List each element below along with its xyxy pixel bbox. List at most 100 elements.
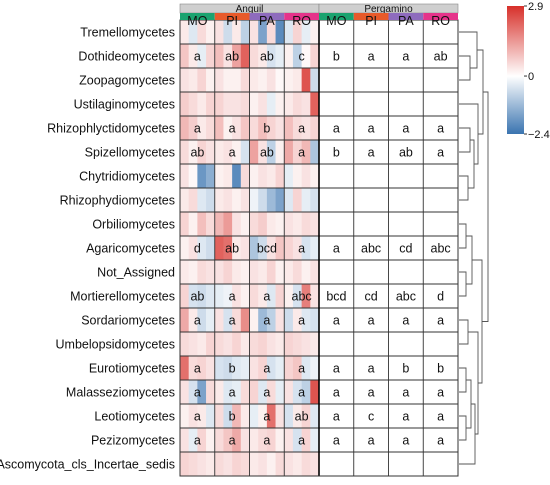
significance-letter: bcd — [257, 242, 277, 256]
heatmap-cell — [258, 404, 268, 428]
row-label: Chytridiomycetes — [79, 170, 175, 184]
site-label: Anguil — [236, 4, 264, 15]
heatmap-cell — [284, 332, 294, 356]
heatmap-cell — [197, 428, 207, 452]
heatmap-cell — [206, 260, 216, 284]
significance-letter: a — [298, 386, 305, 400]
heatmap-cell — [249, 20, 259, 44]
heatmap-cell — [180, 92, 189, 116]
heatmap-cell — [180, 308, 189, 332]
heatmap-cell — [240, 20, 250, 44]
heatmap-cell — [292, 68, 302, 92]
colorbar-tick-label: 2.9 — [528, 1, 543, 13]
heatmap-cell — [284, 20, 294, 44]
row-label: Ascomycota_cls_Incertae_sedis — [0, 458, 175, 472]
heatmap-cell — [292, 116, 302, 140]
colorbar-gradient — [507, 6, 524, 134]
heatmap-cell — [292, 428, 302, 452]
heatmap-cell — [223, 116, 233, 140]
heatmap-cell — [292, 284, 302, 308]
heatmap-cell — [232, 380, 242, 404]
heatmap-cell — [232, 92, 242, 116]
heatmap-cell — [232, 188, 242, 212]
significance-letter: b — [229, 410, 236, 424]
heatmap-cell — [249, 404, 259, 428]
significance-letter: ab — [295, 410, 309, 424]
heatmap-cell — [284, 140, 294, 164]
heatmap-cell — [214, 428, 224, 452]
heatmap-cell — [258, 308, 268, 332]
heatmap-cell — [223, 452, 233, 476]
heatmap-cell — [284, 284, 294, 308]
significance-letter: c — [298, 50, 304, 64]
heatmap-cell — [292, 140, 302, 164]
heatmap-cell — [275, 236, 285, 260]
heatmap-cell — [180, 116, 189, 140]
heatmap-cell — [301, 116, 311, 140]
heatmap-cell — [214, 92, 224, 116]
heatmap-cell — [214, 332, 224, 356]
significance-letter: a — [437, 410, 444, 424]
row-label: Not_Assigned — [97, 266, 175, 280]
heatmap-cell — [197, 236, 207, 260]
significance-letter: a — [194, 314, 201, 328]
heatmap-cell — [188, 236, 198, 260]
treatment-strip — [388, 13, 424, 20]
significance-letter: a — [368, 122, 375, 136]
treatment-strip — [284, 13, 319, 20]
heatmap-cell — [284, 380, 294, 404]
heatmap-cell — [232, 356, 242, 380]
dendrogram-branch — [459, 271, 467, 297]
heatmap-cell — [310, 380, 320, 404]
heatmap-cell — [301, 44, 311, 68]
heatmap-cell — [292, 260, 302, 284]
row-label: Agaricomycetes — [86, 242, 175, 256]
heatmap-cell — [188, 164, 198, 188]
row-label: Eurotiomycetes — [89, 362, 175, 376]
colorbar-tick-label: 0 — [528, 71, 534, 83]
heatmap-cell — [310, 236, 320, 260]
heatmap-cell — [275, 380, 285, 404]
heatmap-cell — [284, 212, 294, 236]
significance-letter: a — [263, 290, 270, 304]
significance-letter: a — [402, 50, 409, 64]
row-label: Rhizophydiomycetes — [60, 194, 175, 208]
heatmap-cell — [232, 212, 242, 236]
significance-letter: b — [437, 362, 444, 376]
heatmap-cell — [249, 164, 259, 188]
heatmap-cell — [206, 212, 216, 236]
significance-letter: a — [437, 434, 444, 448]
column-header: Anguil Pergamino MO PI PA RO MO PI PA RO — [179, 3, 459, 28]
heatmap-cell — [284, 236, 294, 260]
heatmap-cell — [188, 356, 198, 380]
heatmap-cell — [266, 452, 276, 476]
significance-letter: a — [229, 314, 236, 328]
significance-letter: cd — [364, 290, 377, 304]
significance-letter: a — [263, 410, 270, 424]
treatment-strip — [249, 13, 285, 20]
heatmap-cell — [292, 236, 302, 260]
heatmap-cell — [310, 92, 320, 116]
row-label: Sordariomycetes — [81, 314, 175, 328]
heatmap-cell — [197, 308, 207, 332]
heatmap-cell — [266, 212, 276, 236]
heatmap-cell — [214, 164, 224, 188]
significance-letter: bcd — [326, 290, 346, 304]
heatmap-cell — [206, 44, 216, 68]
heatmap-cell — [301, 260, 311, 284]
heatmap-cell — [249, 260, 259, 284]
heatmap-cell — [232, 236, 242, 260]
heatmap-cell — [292, 332, 302, 356]
significance-letter: a — [437, 314, 444, 328]
row-dendrogram — [459, 31, 489, 465]
heatmap-cell — [188, 404, 198, 428]
heatmap-cell — [310, 308, 320, 332]
heatmap-cell — [188, 116, 198, 140]
heatmap-cell — [258, 92, 268, 116]
heatmap-cell — [214, 260, 224, 284]
heatmap-cell — [188, 380, 198, 404]
significance-letter: a — [402, 122, 409, 136]
heatmap-cell — [214, 308, 224, 332]
heatmap-cell — [258, 44, 268, 68]
heatmap-cell — [292, 380, 302, 404]
